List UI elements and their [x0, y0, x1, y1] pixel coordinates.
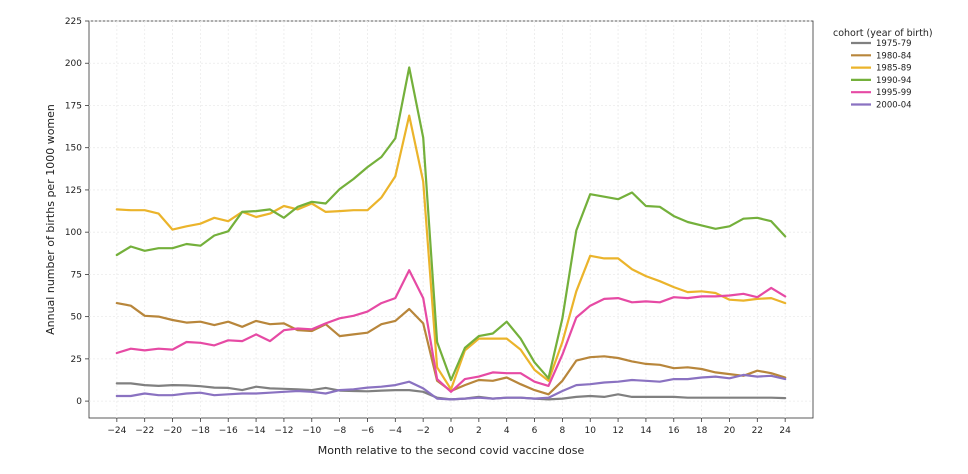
- x-axis: −24 −22 −20 −18 −16 −14 −12 −10 −8 −6 −4 −2 0 2 4 6 8 10 1…: [107, 418, 791, 436]
- x-tick-label: 24: [779, 426, 791, 436]
- x-tick-label: −14: [247, 426, 266, 436]
- series-line-1995-99: [115, 269, 787, 393]
- x-tick-label: 8: [560, 426, 566, 436]
- y-tick-label: 50: [71, 313, 83, 323]
- x-tick-label: 0: [448, 426, 454, 436]
- grid: [89, 20, 813, 418]
- x-axis-title: Month relative to the second covid vacci…: [318, 444, 585, 457]
- x-tick-label: 20: [724, 426, 736, 436]
- x-tick-label: 12: [612, 426, 623, 436]
- y-tick-label: 200: [65, 59, 82, 69]
- x-tick-label: −6: [361, 426, 375, 436]
- x-tick-label: −2: [417, 426, 430, 436]
- y-tick-label: 0: [76, 397, 82, 407]
- x-tick-label: 10: [585, 426, 597, 436]
- y-tick-label: 125: [65, 186, 82, 196]
- x-tick-label: −8: [333, 426, 347, 436]
- x-tick-label: −16: [219, 426, 238, 436]
- x-tick-label: −4: [389, 426, 403, 436]
- legend-label-1990-94: 1990-94: [876, 76, 912, 86]
- y-tick-label: 100: [65, 228, 82, 238]
- y-tick-label: 175: [65, 101, 82, 111]
- legend: cohort (year of birth) 1975-79 1980-84 198…: [833, 28, 933, 111]
- legend-title: cohort (year of birth): [833, 28, 933, 39]
- y-tick-label: 225: [65, 17, 82, 27]
- x-tick-label: −22: [135, 426, 154, 436]
- x-tick-label: 4: [504, 426, 510, 436]
- x-tick-label: −20: [163, 426, 182, 436]
- x-tick-label: −24: [107, 426, 126, 436]
- x-tick-label: −12: [274, 426, 293, 436]
- y-tick-label: 150: [65, 144, 82, 154]
- x-tick-label: 18: [696, 426, 708, 436]
- legend-label-1985-89: 1985-89: [876, 64, 912, 74]
- series-line-2000-04: [115, 373, 787, 401]
- legend-label-1995-99: 1995-99: [876, 88, 912, 98]
- y-axis: 0 25 50 75 100 125 150 175 200 225: [65, 17, 89, 407]
- x-tick-label: −10: [302, 426, 321, 436]
- series-line-1990-94: [115, 66, 787, 382]
- x-tick-label: 14: [640, 426, 652, 436]
- x-tick-label: 22: [752, 426, 763, 436]
- y-axis-title: Annual number of births per 1000 women: [44, 104, 57, 335]
- x-tick-label: 16: [668, 426, 680, 436]
- y-tick-label: 25: [71, 355, 82, 365]
- x-tick-label: −18: [191, 426, 210, 436]
- x-tick-label: 6: [532, 426, 538, 436]
- x-tick-label: 2: [476, 426, 482, 436]
- series-line-1985-89: [115, 114, 787, 391]
- legend-label-2000-04: 2000-04: [876, 101, 912, 111]
- legend-label-1980-84: 1980-84: [876, 51, 912, 61]
- y-tick-label: 75: [71, 270, 82, 280]
- legend-label-1975-79: 1975-79: [876, 39, 912, 49]
- series-lines: [115, 66, 787, 401]
